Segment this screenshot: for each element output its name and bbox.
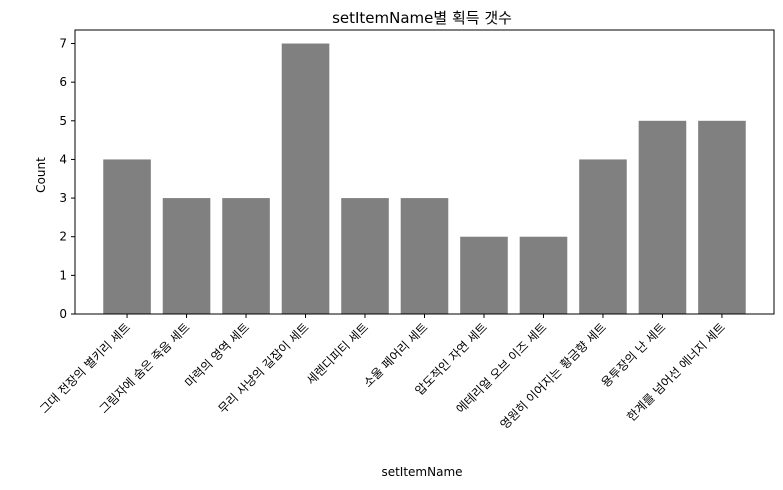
y-tick-label: 1 [59, 268, 67, 282]
y-tick-label: 5 [59, 114, 67, 128]
bar [341, 198, 389, 314]
plot-frame [74, 29, 775, 315]
bar [698, 120, 746, 314]
bar [281, 43, 330, 315]
y-tick-label: 7 [59, 37, 67, 51]
chart-title: setItemName별 획득 갯수 [332, 9, 512, 27]
y-axis: 0 1 2 3 4 5 6 7 [59, 37, 75, 321]
y-tick-label: 2 [59, 230, 67, 244]
x-tick-label: 한계를 넘어선 에너지 세트 [624, 320, 728, 424]
y-axis-label: Count [34, 157, 48, 193]
x-axis-label: setItemName [381, 465, 462, 479]
x-tick-label: 영원히 이어지는 황금향 세트 [497, 320, 609, 432]
x-tick-label: 세렌디피티 세트 [304, 320, 371, 387]
bar [103, 159, 151, 314]
y-tick-label: 3 [59, 191, 67, 205]
bar [162, 198, 211, 314]
bar [400, 198, 449, 314]
y-tick-label: 4 [59, 152, 67, 166]
y-tick-label: 0 [59, 307, 67, 321]
bar [222, 198, 270, 314]
bars [103, 43, 746, 315]
y-tick-label: 6 [59, 75, 67, 89]
bar [579, 159, 627, 314]
bar [519, 236, 568, 314]
bar [460, 236, 508, 314]
bar [638, 120, 687, 314]
